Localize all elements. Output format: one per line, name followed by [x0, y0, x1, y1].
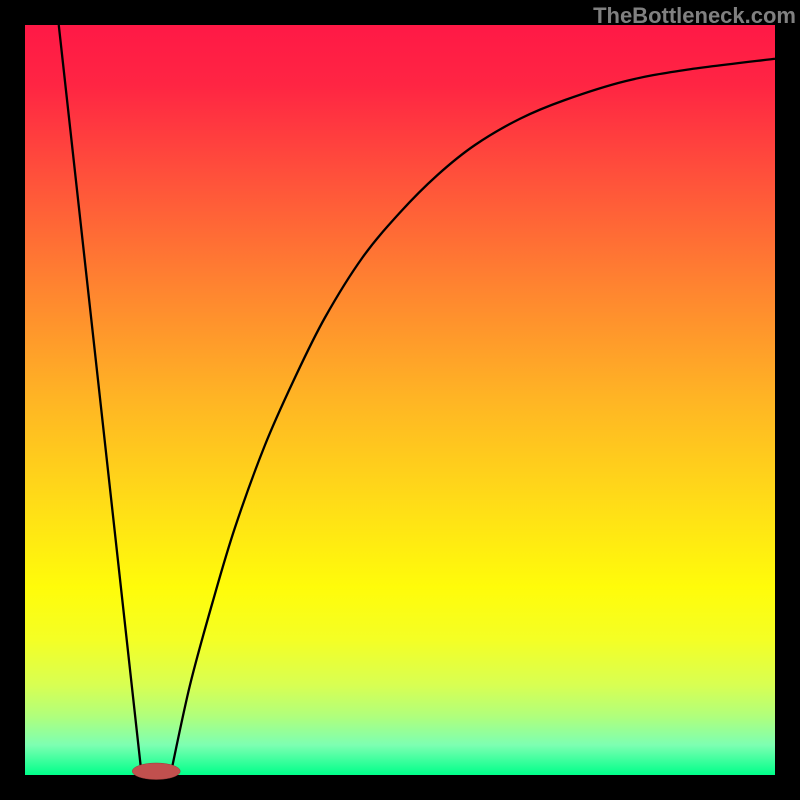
- chart-svg: [0, 0, 800, 800]
- watermark-text: TheBottleneck.com: [593, 3, 796, 29]
- chart-container: TheBottleneck.com: [0, 0, 800, 800]
- plot-area: [25, 25, 775, 775]
- optimal-marker: [132, 763, 180, 780]
